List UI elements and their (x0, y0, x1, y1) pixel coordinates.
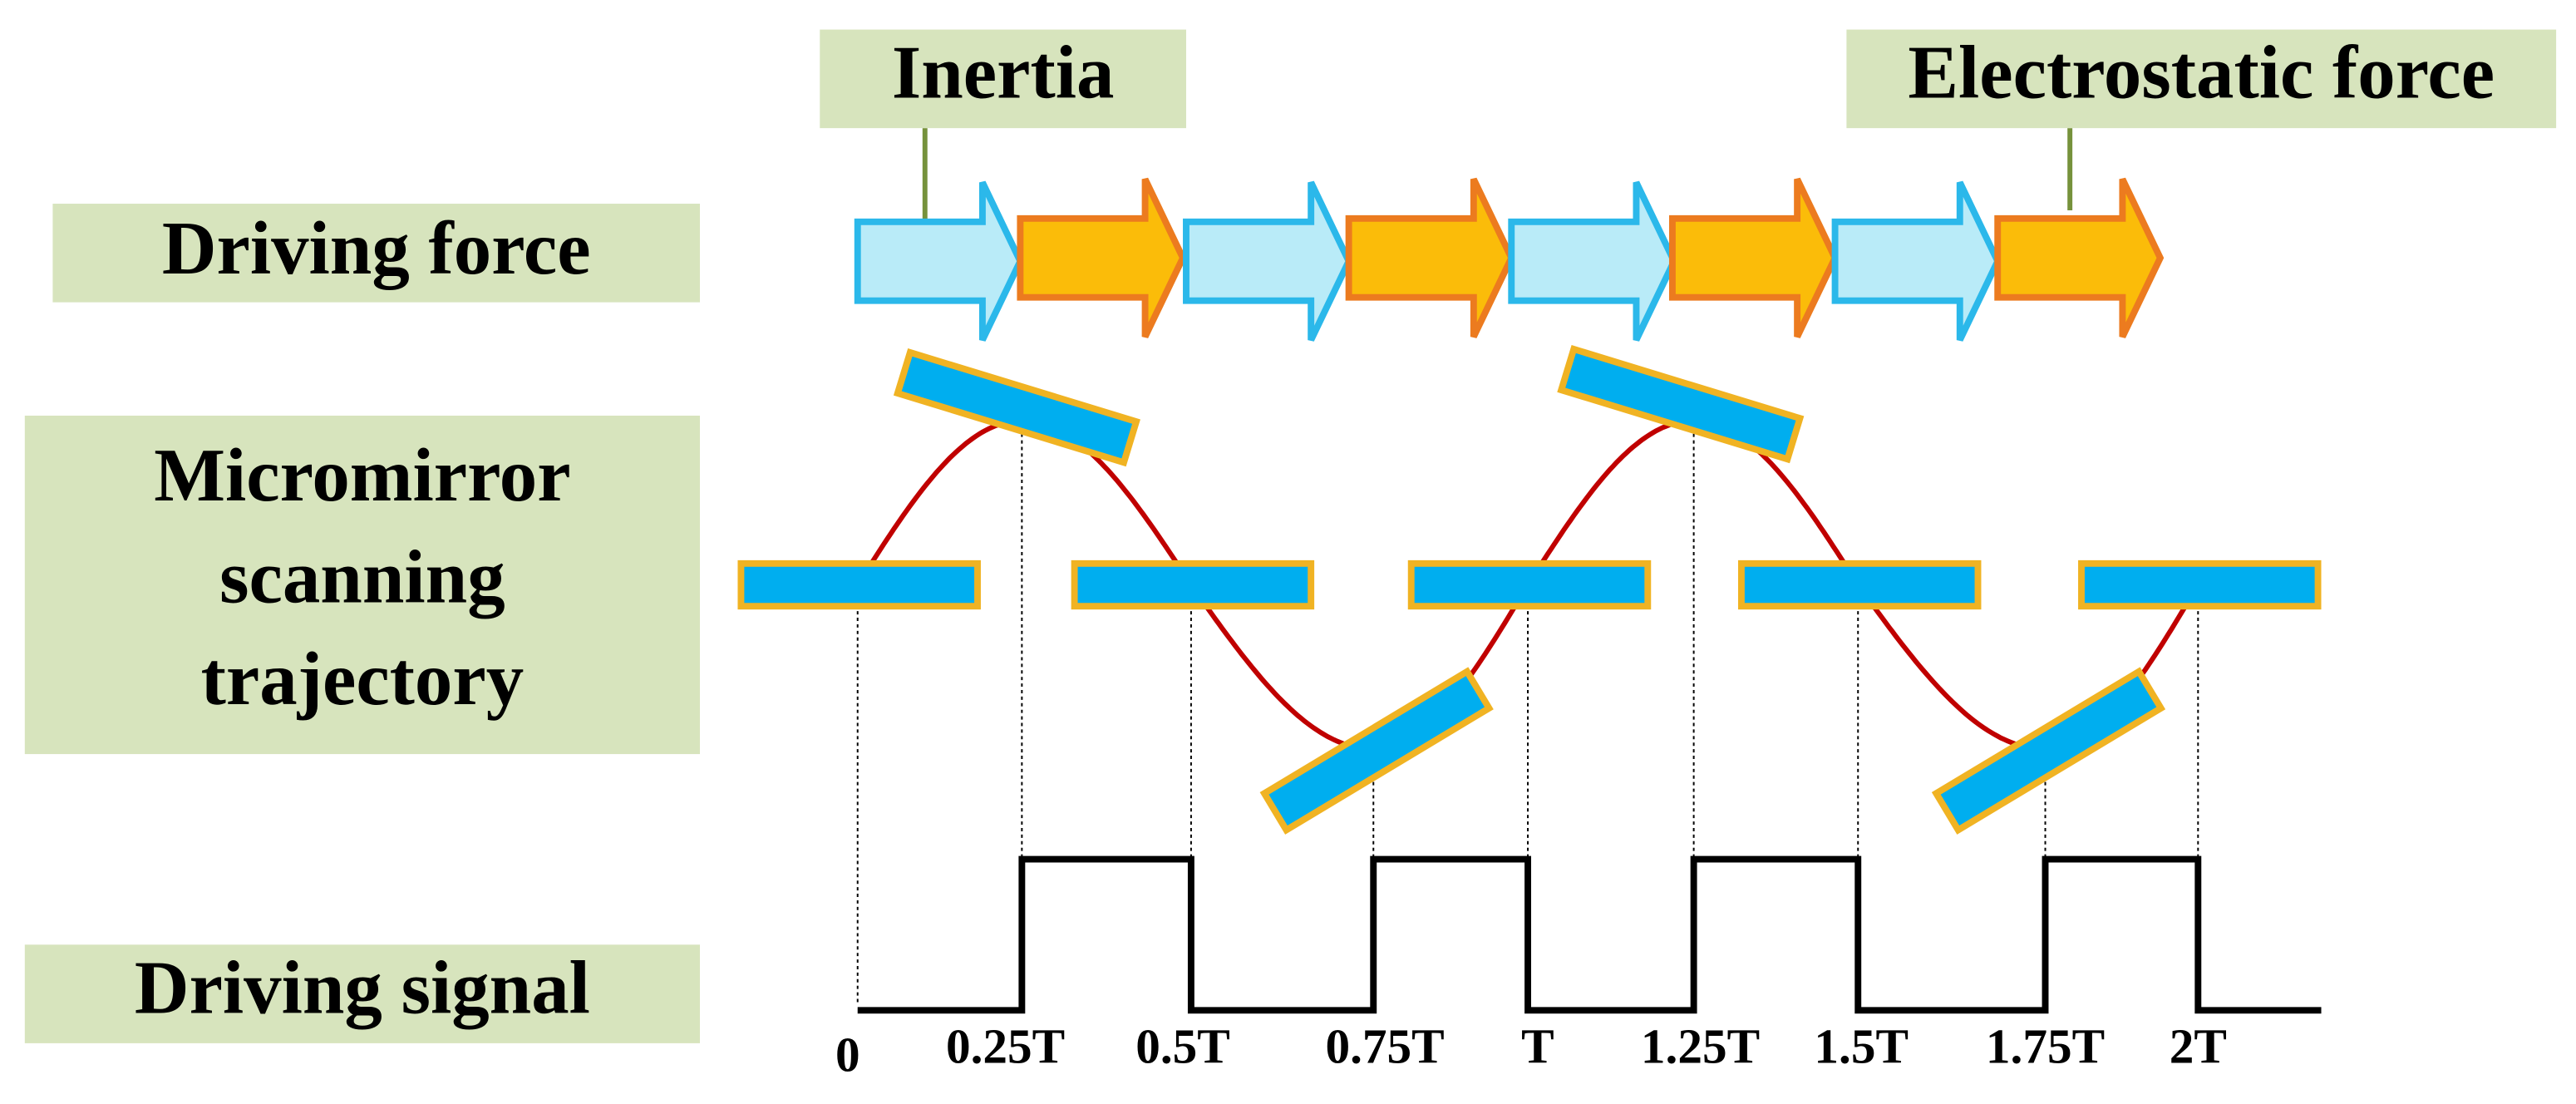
mirror (1737, 559, 1982, 610)
inertia-arrow (1508, 180, 1678, 342)
force-arrow (1994, 177, 2165, 338)
mirror (1407, 559, 1652, 610)
time-label: 0.75T (1325, 1018, 1444, 1073)
inertia-arrow (1831, 180, 2002, 342)
force-arrow (1017, 177, 1187, 338)
row-label: scanning (219, 535, 505, 619)
time-label: 1.75T (1986, 1018, 2105, 1073)
row-label: Driving signal (135, 945, 590, 1029)
row-label-box (24, 944, 701, 1043)
mirror (737, 559, 981, 610)
time-label: 0 (835, 1027, 860, 1082)
time-label: 1.25T (1641, 1018, 1760, 1073)
content: Driving force Micromirror scanning trajecto… (24, 29, 2557, 1082)
mirror (1557, 345, 1805, 464)
driving-signal (857, 855, 2322, 1014)
time-label: 0.25T (946, 1018, 1065, 1073)
time-label: 2T (2170, 1018, 2227, 1073)
callout-label: Inertia (892, 31, 1115, 115)
time-label: 0.5T (1135, 1018, 1230, 1073)
time-label: T (1521, 1018, 1554, 1073)
row-label: Driving force (162, 206, 591, 290)
force-arrow (1668, 177, 1839, 338)
force-arrow (1345, 177, 1515, 338)
mirror (1931, 667, 2166, 835)
callout-box (1846, 29, 2557, 129)
row-label: trajectory (201, 637, 525, 721)
row-label: Micromirror (154, 433, 570, 517)
callout-label: Electrostatic force (1908, 31, 2495, 115)
row-label-box (24, 415, 701, 755)
row-label-box (52, 204, 701, 303)
mirror (2078, 559, 2322, 610)
mirror (893, 347, 1140, 467)
mirror (1259, 667, 1494, 835)
callout-box (820, 29, 1186, 129)
inertia-arrow (1183, 180, 1353, 342)
time-label: 1.5T (1814, 1018, 1909, 1073)
inertia-arrow (854, 180, 1024, 342)
mirror (1071, 559, 1315, 610)
